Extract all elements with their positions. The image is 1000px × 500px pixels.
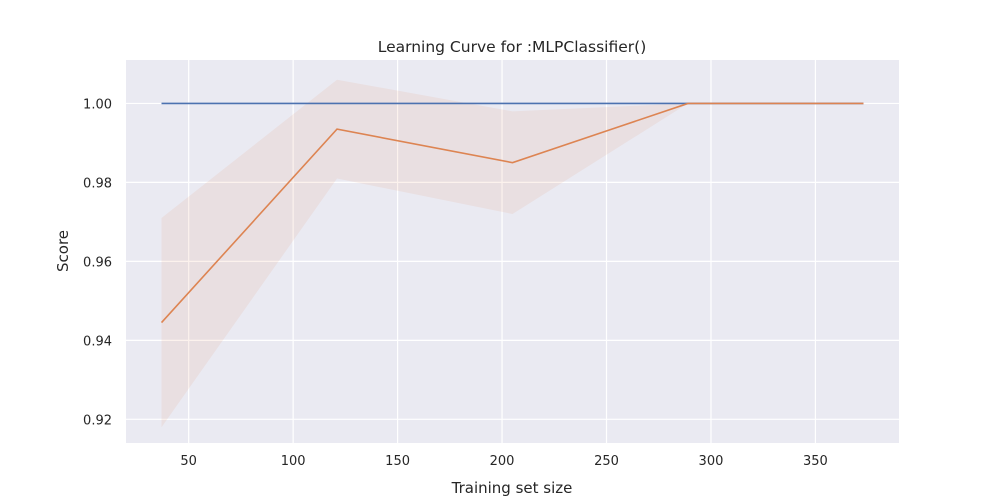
y-tick-label: 0.96: [83, 255, 112, 270]
y-tick-label: 0.98: [83, 176, 112, 191]
series-lines: [160, 102, 864, 324]
x-tick-label: 100: [281, 454, 306, 469]
x-tick-label: 300: [699, 454, 724, 469]
y-tick-labels: 0.92 0.94 0.96 0.98 1.00: [83, 97, 112, 428]
x-tick-label: 150: [385, 454, 410, 469]
chart-title: Learning Curve for :MLPClassifier(): [378, 38, 647, 56]
confidence-bands: [161, 79, 864, 428]
x-tick-label: 350: [803, 454, 828, 469]
x-tick-label: 200: [490, 454, 515, 469]
y-tick-label: 0.94: [83, 334, 112, 349]
series-2-band: [161, 79, 864, 428]
x-tick-labels: 50 100 150 200 250 300 350: [180, 454, 827, 469]
x-tick-label: 250: [594, 454, 619, 469]
x-grid: [188, 60, 817, 443]
series-2-line: [160, 102, 864, 324]
y-tick-label: 1.00: [83, 97, 112, 112]
y-tick-label: 0.92: [83, 413, 112, 428]
plot-area: [126, 60, 899, 443]
y-axis-label: Score: [54, 230, 72, 272]
x-tick-label: 50: [180, 454, 197, 469]
x-axis-label: Training set size: [451, 479, 573, 497]
